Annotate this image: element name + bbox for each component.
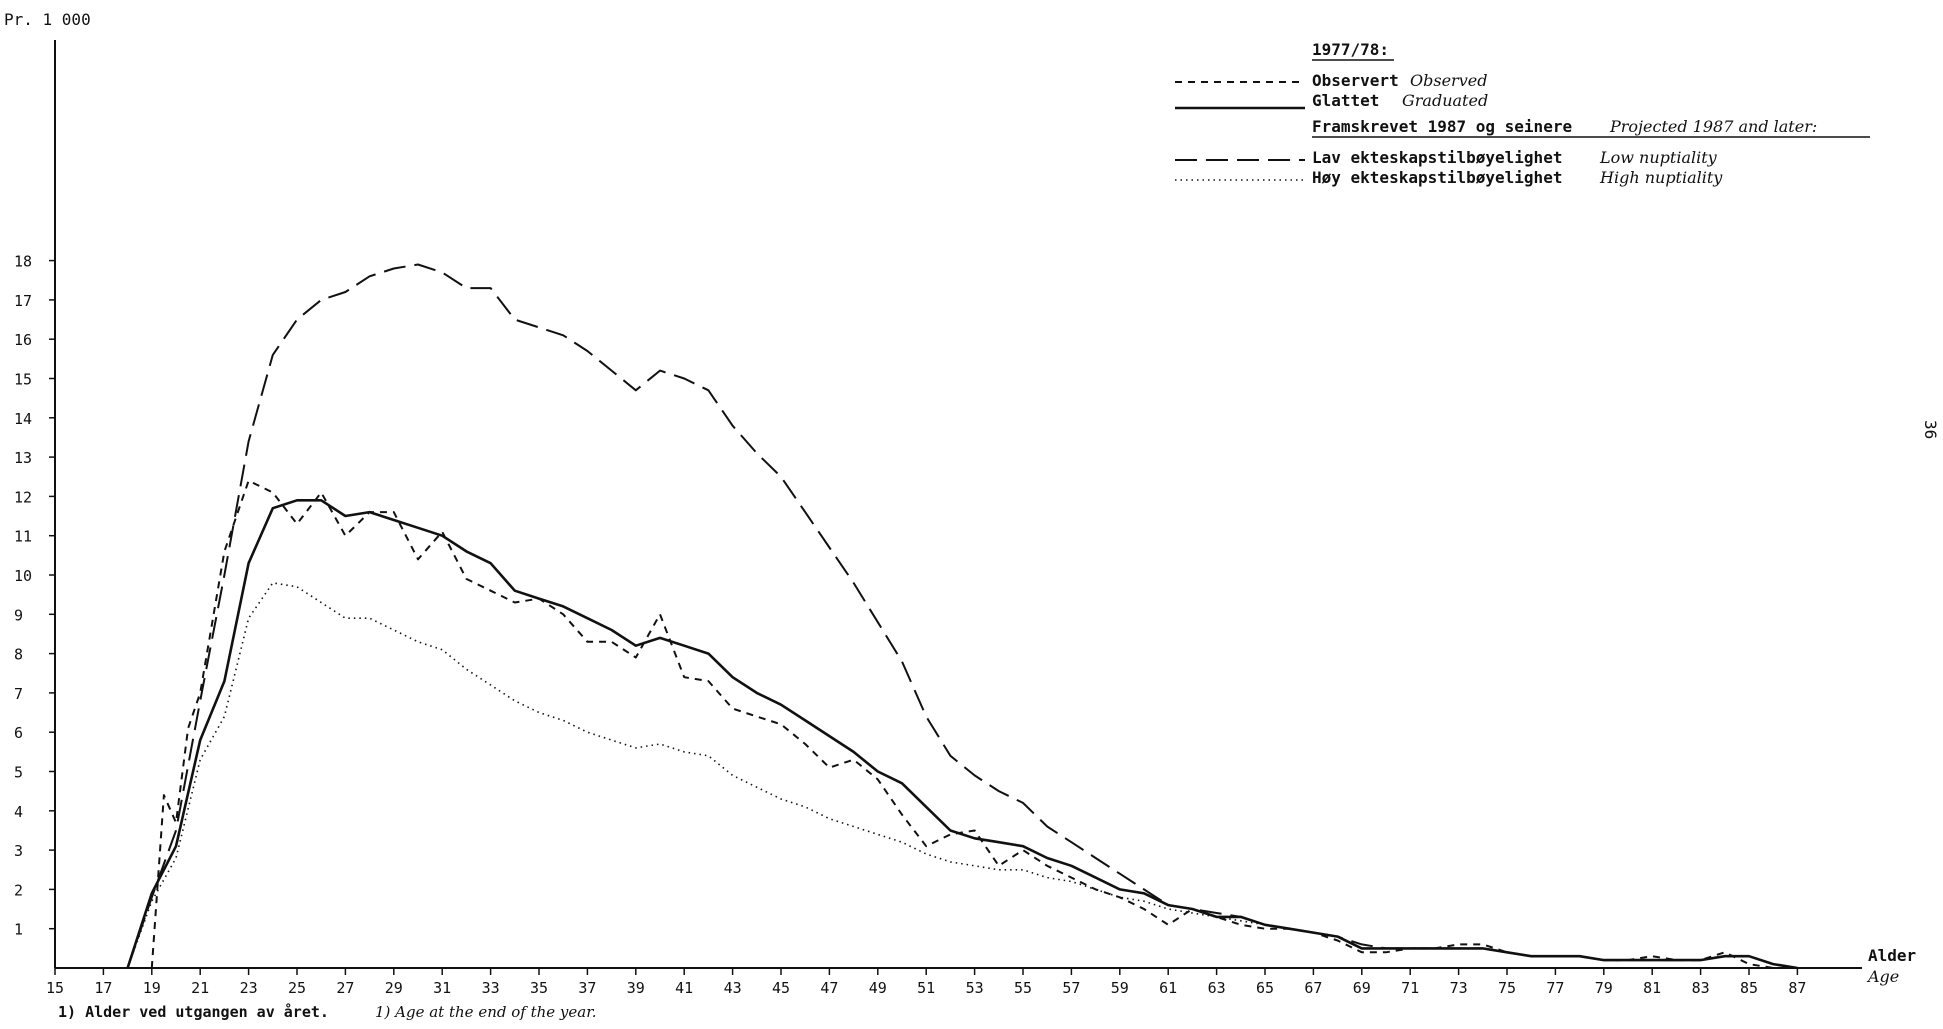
legend-label-graduated: Glattet xyxy=(1312,91,1379,110)
y-tick-label: 16 xyxy=(14,331,32,349)
x-tick-label: 69 xyxy=(1353,979,1371,997)
x-tick-label: 81 xyxy=(1643,979,1661,997)
y-tick-label: 3 xyxy=(14,842,23,860)
legend-heading-projected-en: Projected 1987 and later: xyxy=(1609,117,1817,136)
x-tick-label: 29 xyxy=(385,979,403,997)
x-tick-label: 71 xyxy=(1401,979,1419,997)
x-tick-label: 61 xyxy=(1159,979,1177,997)
x-tick-label: 19 xyxy=(143,979,161,997)
series-observed-line xyxy=(150,479,1798,969)
series-graduated-line xyxy=(126,498,1798,970)
legend-label-low: Lav ekteskapstilbøyelighet xyxy=(1312,148,1562,167)
x-tick-label: 55 xyxy=(1014,979,1032,997)
y-tick-label: 9 xyxy=(14,606,23,624)
y-tick-label: 12 xyxy=(14,488,32,506)
x-tick-label: 87 xyxy=(1788,979,1806,997)
legend-label-high-en: High nuptiality xyxy=(1599,168,1723,187)
x-tick-label: 25 xyxy=(288,979,306,997)
x-tick-label: 33 xyxy=(482,979,500,997)
legend-heading-projected: Framskrevet 1987 og seinere xyxy=(1312,117,1572,136)
y-tick-label: 17 xyxy=(14,292,32,310)
y-tick-label: 18 xyxy=(14,253,32,271)
x-tick-label: 39 xyxy=(627,979,645,997)
legend-label-high: Høy ekteskapstilbøyelighet xyxy=(1312,168,1562,187)
x-tick-label: 59 xyxy=(1111,979,1129,997)
x-tick-label: 47 xyxy=(820,979,838,997)
y-tick-label: 11 xyxy=(14,528,32,546)
legend-heading-period: 1977/78: xyxy=(1312,40,1389,59)
x-tick-label: 43 xyxy=(724,979,742,997)
y-tick-label: 2 xyxy=(14,881,23,899)
x-tick-label: 17 xyxy=(94,979,112,997)
y-axis-label: Pr. 1 000 xyxy=(4,10,91,29)
y-tick-label: 4 xyxy=(14,803,23,821)
x-tick-label: 51 xyxy=(917,979,935,997)
y-tick-label: 7 xyxy=(14,685,23,703)
x-tick-label: 85 xyxy=(1740,979,1758,997)
legend-label-low-en: Low nuptiality xyxy=(1599,148,1718,167)
y-tick-label: 8 xyxy=(14,646,23,664)
x-axis-label-en: Age xyxy=(1866,967,1899,986)
footnote-english: 1) Age at the end of the year. xyxy=(375,1003,597,1021)
footnote-norwegian: 1) Alder ved utgangen av året. xyxy=(58,1003,329,1021)
y-tick-label: 15 xyxy=(14,371,32,389)
x-tick-label: 41 xyxy=(675,979,693,997)
x-tick-label: 49 xyxy=(869,979,887,997)
y-tick-label: 1 xyxy=(14,921,23,939)
legend-label-observed-en: Observed xyxy=(1410,71,1487,90)
x-tick-label: 73 xyxy=(1450,979,1468,997)
x-tick-label: 31 xyxy=(433,979,451,997)
x-tick-label: 79 xyxy=(1595,979,1613,997)
y-tick-label: 6 xyxy=(14,724,23,742)
x-tick-label: 15 xyxy=(46,979,64,997)
y-tick-label: 13 xyxy=(14,449,32,467)
x-tick-label: 21 xyxy=(191,979,209,997)
legend-label-observed: Observert xyxy=(1312,71,1399,90)
y-tick-label: 10 xyxy=(14,567,32,585)
series-low-nuptiality-line xyxy=(126,263,1798,969)
y-tick-label: 5 xyxy=(14,764,23,782)
x-tick-label: 75 xyxy=(1498,979,1516,997)
x-tick-label: 27 xyxy=(336,979,354,997)
x-tick-label: 57 xyxy=(1062,979,1080,997)
x-tick-label: 45 xyxy=(772,979,790,997)
x-tick-label: 83 xyxy=(1692,979,1710,997)
y-tick-label: 14 xyxy=(14,410,32,428)
x-tick-label: 67 xyxy=(1304,979,1322,997)
x-tick-label: 77 xyxy=(1546,979,1564,997)
legend: 1977/78: Observert Observed Glattet Grad… xyxy=(1175,40,1870,187)
series-high-nuptiality-line xyxy=(126,582,1798,969)
x-ticks: 15 17 19 21 23 25 27 29 31 33 35 37 39 41 43 45 47 49 51 53… xyxy=(46,968,1806,997)
x-tick-label: 53 xyxy=(966,979,984,997)
x-tick-label: 37 xyxy=(578,979,596,997)
page-number: 36 xyxy=(1921,420,1940,439)
x-tick-label: 23 xyxy=(240,979,258,997)
x-tick-label: 35 xyxy=(530,979,548,997)
x-tick-label: 63 xyxy=(1208,979,1226,997)
x-axis-label: Alder xyxy=(1868,946,1916,965)
series-lines xyxy=(126,263,1798,970)
legend-label-graduated-en: Graduated xyxy=(1402,91,1488,110)
x-tick-label: 65 xyxy=(1256,979,1274,997)
